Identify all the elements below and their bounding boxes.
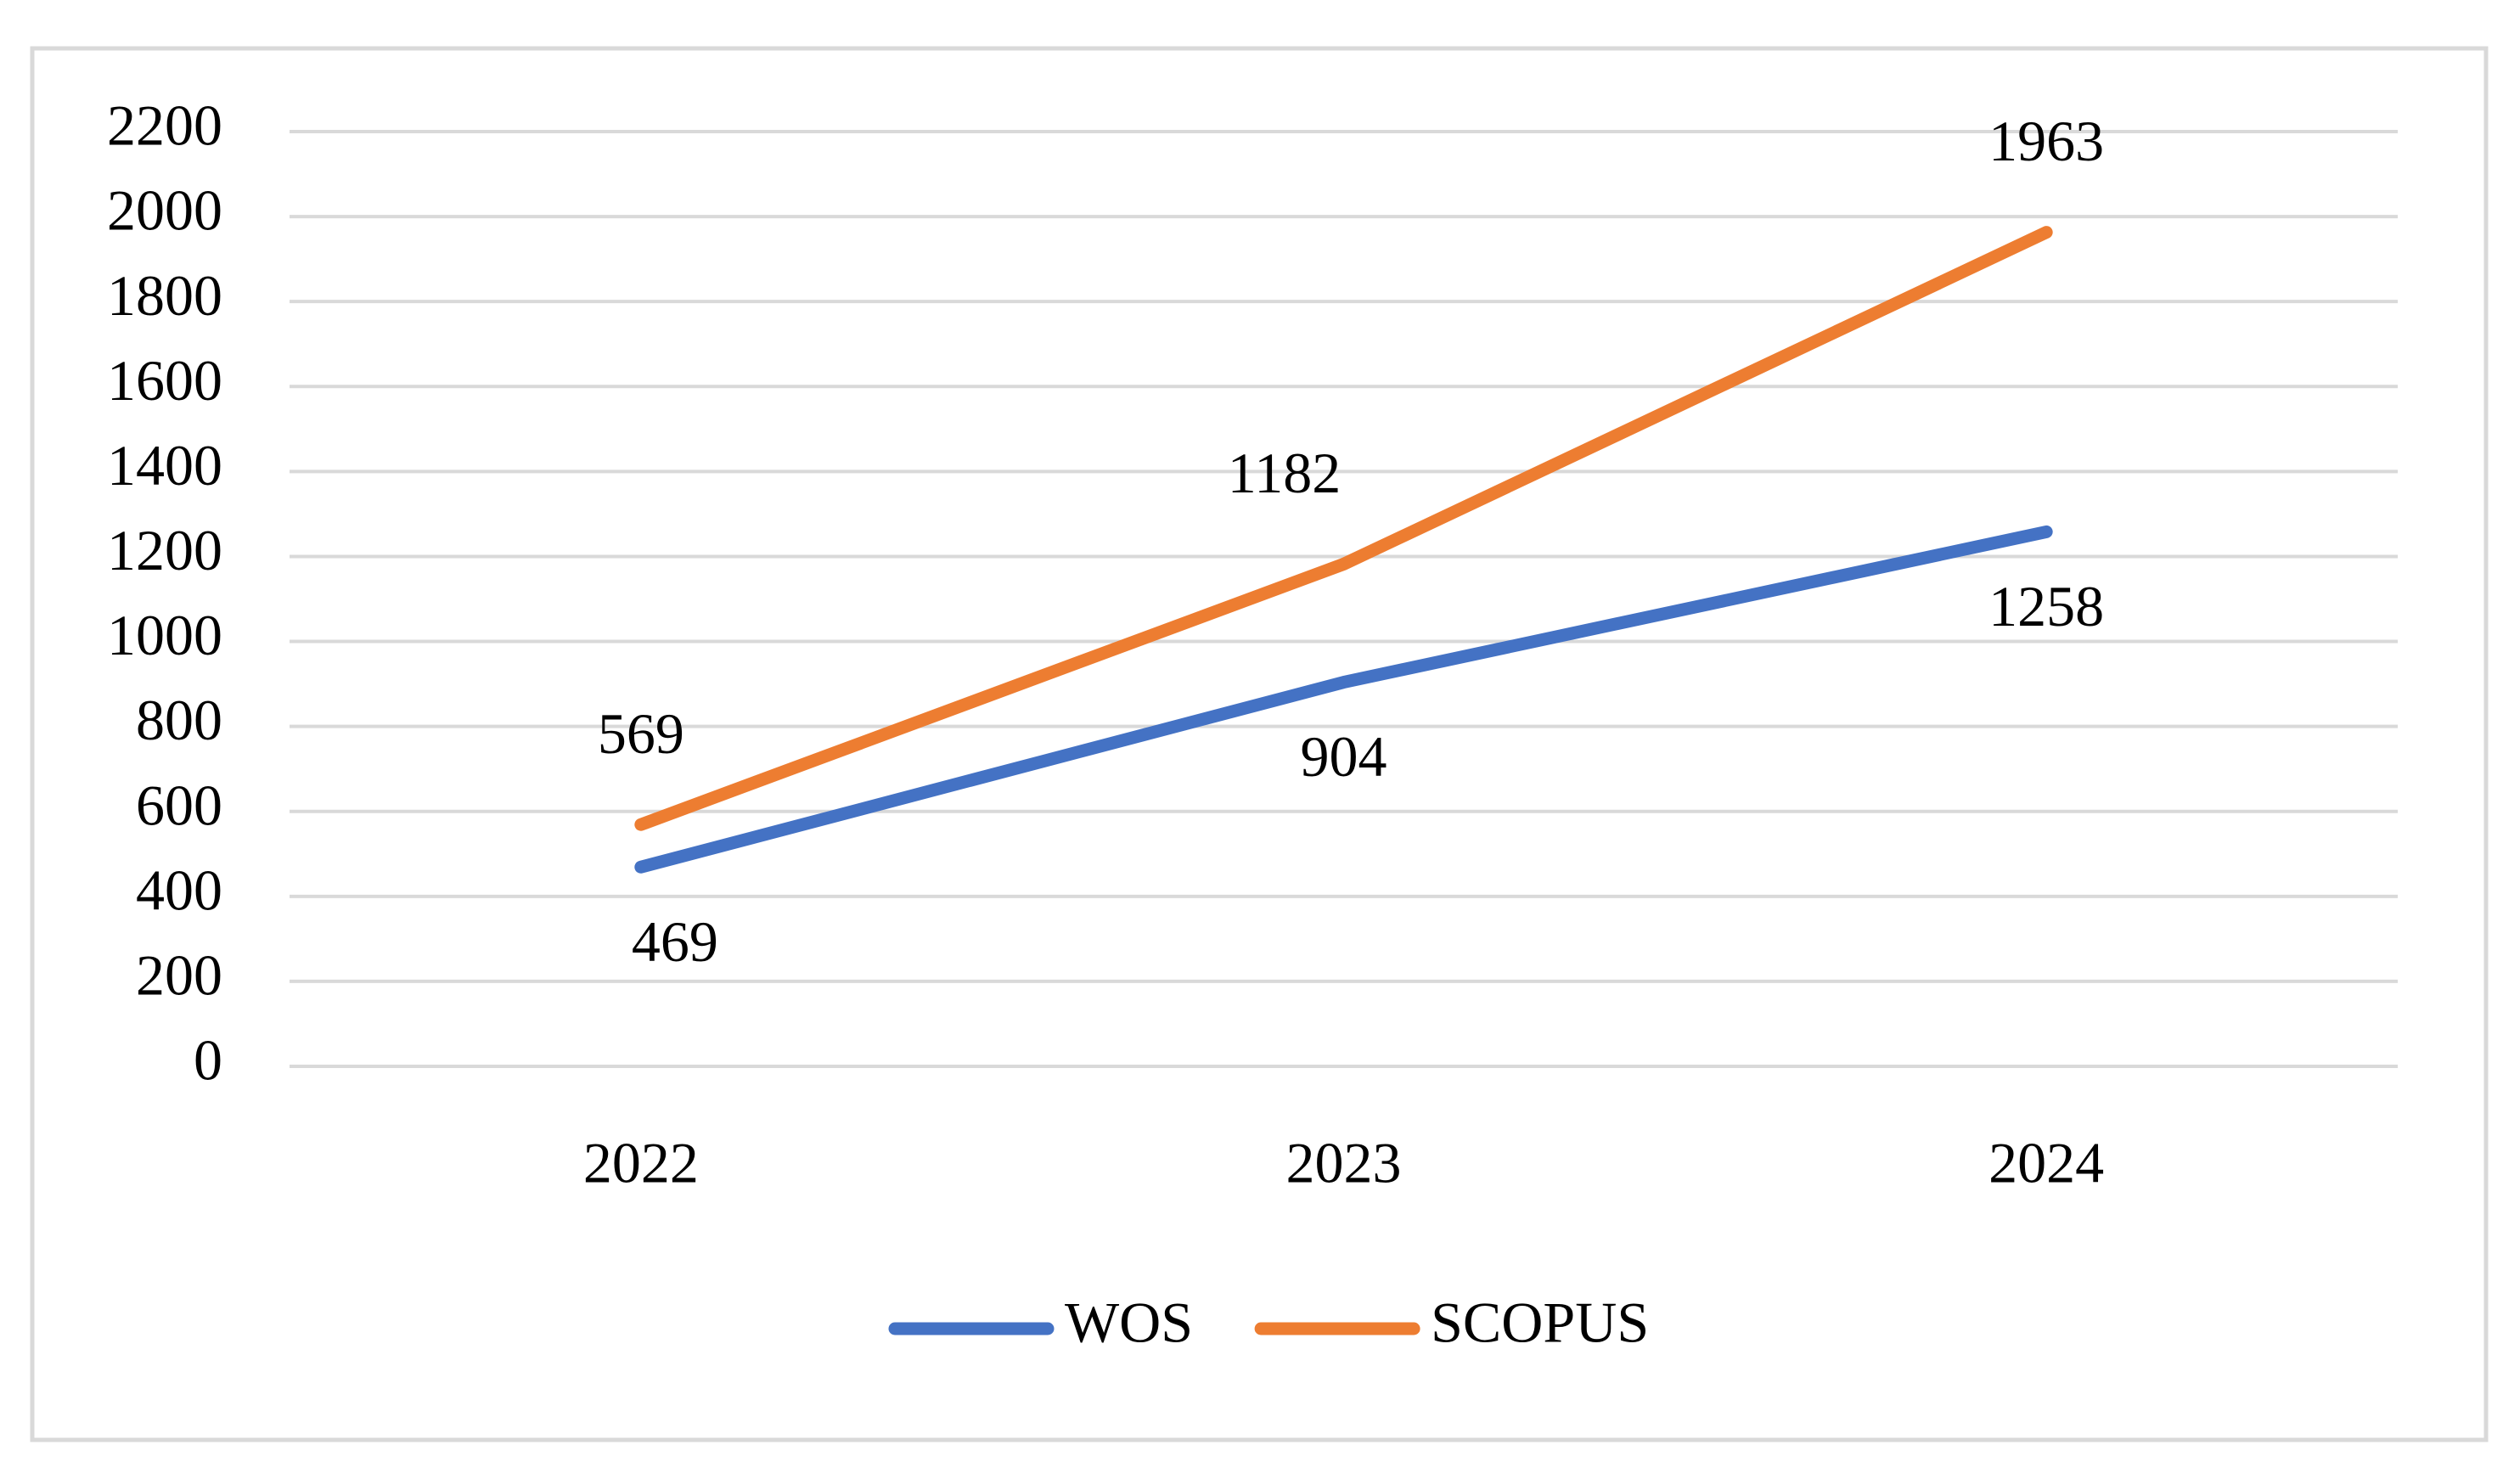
legend-label: SCOPUS	[1431, 1290, 1649, 1355]
y-tick-label: 1000	[107, 603, 222, 667]
legend-label: WOS	[1065, 1290, 1193, 1355]
data-label: 569	[598, 701, 684, 766]
x-tick-label: 2023	[1286, 1131, 1402, 1195]
data-label: 469	[632, 909, 718, 974]
x-tick-label: 2022	[583, 1131, 699, 1195]
y-tick-label: 1400	[107, 433, 222, 498]
data-label: 1182	[1228, 441, 1341, 505]
y-tick-label: 1800	[107, 263, 222, 328]
data-label: 904	[1301, 724, 1387, 789]
y-tick-label: 0	[194, 1028, 222, 1093]
y-tick-label: 200	[136, 943, 222, 1008]
series-line	[634, 226, 2053, 831]
x-tick-label: 2024	[1988, 1131, 2104, 1195]
y-tick-label: 1200	[107, 518, 222, 582]
y-tick-label: 2000	[107, 178, 222, 243]
data-label: 1963	[1988, 109, 2104, 173]
series-line	[634, 525, 2053, 874]
y-tick-label: 2200	[107, 93, 222, 158]
data-label: 1258	[1988, 574, 2104, 638]
y-tick-label: 600	[136, 773, 222, 837]
y-tick-label: 1600	[107, 348, 222, 413]
y-tick-label: 400	[136, 857, 222, 922]
chart-border	[30, 46, 2489, 1442]
y-tick-label: 800	[136, 688, 222, 752]
